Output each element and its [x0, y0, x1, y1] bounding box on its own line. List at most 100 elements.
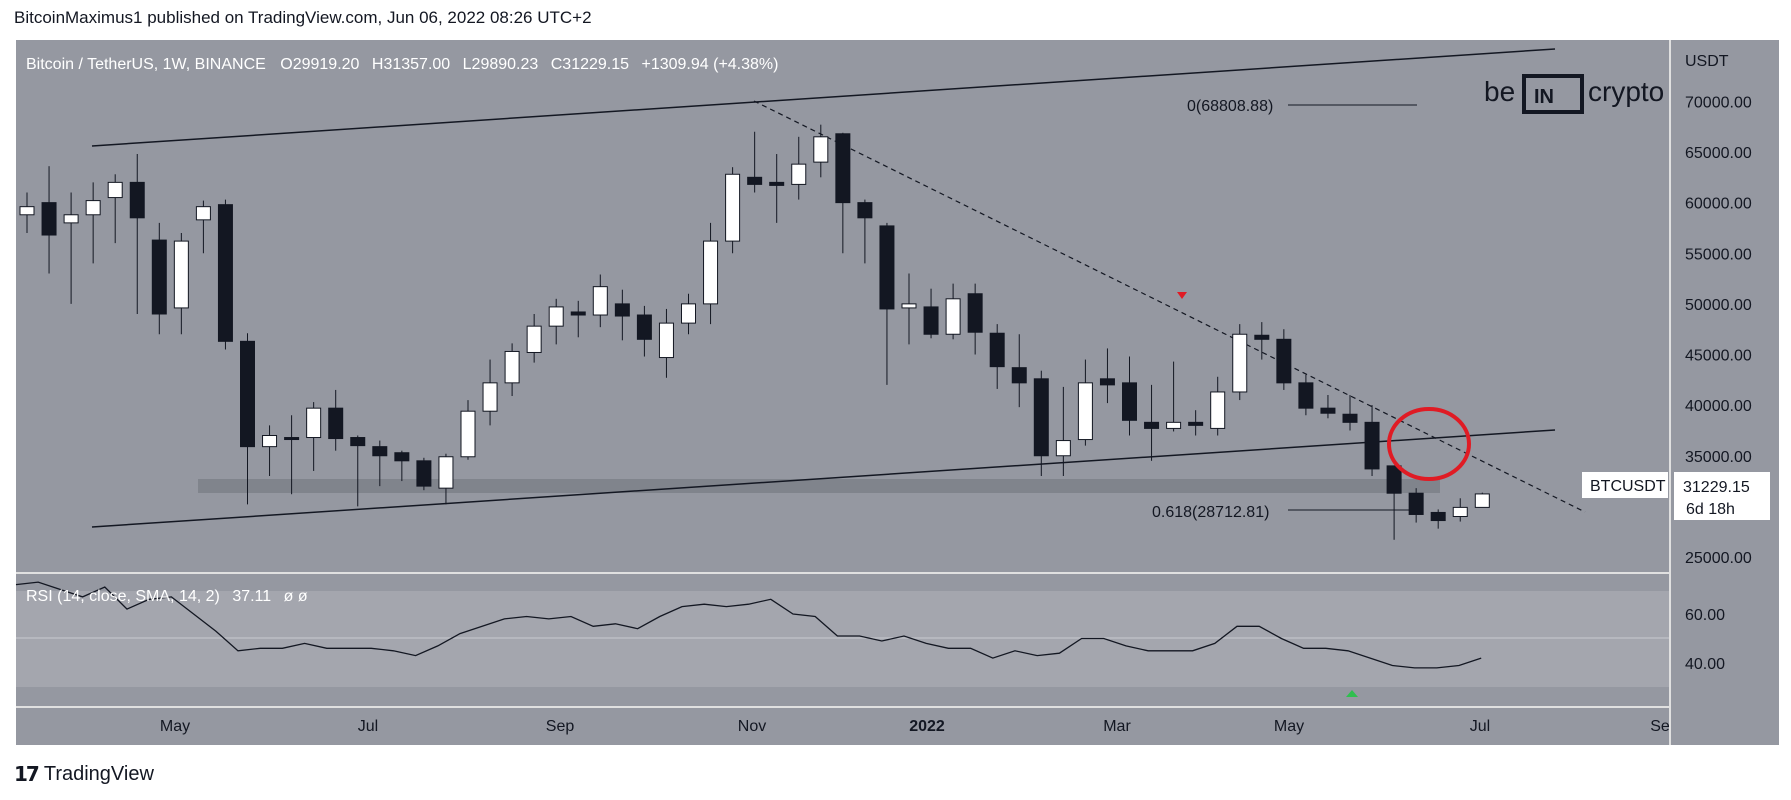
candle-bear[interactable]	[151, 239, 167, 315]
candle-bull[interactable]	[107, 181, 123, 199]
candle-bull[interactable]	[1474, 493, 1490, 508]
candle-bear[interactable]	[1298, 382, 1314, 409]
support-zone	[198, 479, 1440, 493]
rsi-axis-ticks: 60.00 40.00	[1685, 607, 1725, 673]
price-tick-label: 40000.00	[1685, 398, 1752, 415]
time-axis-pane[interactable]	[16, 708, 1669, 745]
candle-bear[interactable]	[1033, 378, 1049, 457]
candle-bear[interactable]	[570, 311, 586, 316]
candle-bear[interactable]	[129, 181, 145, 219]
candle-bear[interactable]	[1386, 465, 1402, 494]
ohlc-l-label: L	[463, 56, 472, 73]
candle-bear[interactable]	[636, 314, 652, 340]
candle-bear[interactable]	[1364, 421, 1380, 470]
candle-bear[interactable]	[1099, 378, 1115, 386]
symbol-name: Bitcoin / TetherUS, 1W, BINANCE	[26, 56, 266, 73]
candle-bear[interactable]	[350, 437, 366, 447]
footer: 𝟭𝟳 TradingView	[14, 762, 154, 787]
change-value: +1309.94 (+4.38%)	[641, 56, 778, 73]
rsi-line	[15, 581, 1482, 669]
candle-bear[interactable]	[394, 452, 410, 462]
candle-bull[interactable]	[1077, 382, 1093, 441]
time-tick-label: May	[160, 718, 190, 735]
candle-bull[interactable]	[1210, 391, 1226, 429]
candle-bear[interactable]	[41, 202, 57, 236]
price-tick-label: 70000.00	[1685, 94, 1752, 111]
candle-bull[interactable]	[504, 350, 520, 384]
price-badge-value: 31229.15	[1683, 479, 1750, 496]
candle-bull[interactable]	[791, 163, 807, 185]
candle-bear[interactable]	[1188, 421, 1204, 426]
candle-bear[interactable]	[416, 460, 432, 487]
candle-bull[interactable]	[813, 136, 829, 163]
candle-bear[interactable]	[879, 225, 895, 310]
candle-bull[interactable]	[460, 410, 476, 458]
candle-bear[interactable]	[614, 303, 630, 317]
time-tick-label: 2022	[909, 718, 945, 735]
candle-bear[interactable]	[747, 176, 763, 185]
candle-bull[interactable]	[1232, 333, 1248, 393]
candle-bear[interactable]	[328, 407, 344, 440]
candle-bear[interactable]	[857, 202, 873, 219]
price-tick-label: 55000.00	[1685, 246, 1752, 263]
publisher-header: BitcoinMaximus1 published on TradingView…	[14, 8, 592, 27]
candle-bear[interactable]	[989, 332, 1005, 368]
candle-bull[interactable]	[1055, 440, 1071, 457]
candle-bull[interactable]	[526, 325, 542, 353]
candle-bull[interactable]	[945, 298, 961, 335]
rsi-tick-label: 40.00	[1685, 656, 1725, 673]
candle-bear[interactable]	[1254, 334, 1270, 340]
candle-bear[interactable]	[1144, 421, 1160, 429]
candle-bear[interactable]	[284, 437, 300, 441]
candle-bull[interactable]	[548, 306, 564, 327]
candle-bear[interactable]	[1276, 338, 1292, 384]
ohlc-h-label: H	[372, 56, 384, 73]
chart[interactable]: 0(68808.88) 0.618(28712.81) Bitcoin / Te…	[0, 0, 1791, 760]
candle-bull[interactable]	[173, 240, 189, 309]
candle-bull[interactable]	[306, 407, 322, 439]
candle-bear[interactable]	[240, 340, 255, 448]
candle-bear[interactable]	[1430, 511, 1446, 522]
candle-bear[interactable]	[769, 181, 785, 186]
candle-bear[interactable]	[967, 293, 983, 333]
candle-bull[interactable]	[438, 456, 454, 489]
beincrypto-logo: be IN crypto	[1484, 74, 1664, 114]
price-tick-label: 65000.00	[1685, 145, 1752, 162]
candle-bull[interactable]	[901, 303, 917, 309]
candle-bear[interactable]	[923, 306, 939, 335]
candle-bear[interactable]	[1342, 413, 1358, 423]
candle-bear[interactable]	[835, 133, 851, 204]
ohlc-o-label: O	[280, 56, 292, 73]
channel-upper-line	[91, 48, 1556, 147]
rsi-tick-label: 60.00	[1685, 607, 1725, 624]
price-tick-label: 50000.00	[1685, 297, 1752, 314]
candle-bear[interactable]	[1011, 367, 1027, 384]
price-axis-pane[interactable]	[1669, 40, 1779, 745]
candle-bear[interactable]	[1320, 407, 1336, 414]
candle-bear[interactable]	[1408, 492, 1424, 515]
candle-bear[interactable]	[1122, 382, 1137, 421]
candle-bull[interactable]	[1452, 506, 1468, 518]
candle-bull[interactable]	[85, 200, 101, 216]
rsi-value: 37.11	[232, 588, 271, 605]
candle-bear[interactable]	[217, 204, 233, 342]
time-tick-label: Jul	[358, 718, 378, 735]
candle-bull[interactable]	[1166, 421, 1182, 429]
price-badge-countdown: 6d 18h	[1686, 501, 1735, 518]
candle-bull[interactable]	[592, 286, 608, 316]
svg-text:crypto: crypto	[1588, 76, 1664, 107]
candle-bull[interactable]	[658, 322, 674, 359]
candle-bull[interactable]	[725, 173, 741, 242]
ohlc-o-value: 29919.20	[293, 56, 360, 73]
price-tick-label: 45000.00	[1685, 348, 1752, 365]
candle-bear[interactable]	[372, 446, 388, 457]
candle-bull[interactable]	[195, 206, 211, 221]
candle-bull[interactable]	[703, 240, 719, 305]
candle-bull[interactable]	[482, 382, 498, 412]
candle-bull[interactable]	[63, 214, 79, 224]
time-tick-label: Jul	[1470, 718, 1490, 735]
candle-bull[interactable]	[262, 435, 278, 448]
descending-resistance-line	[753, 100, 1586, 513]
candle-bull[interactable]	[19, 206, 35, 216]
candle-bull[interactable]	[681, 303, 696, 324]
